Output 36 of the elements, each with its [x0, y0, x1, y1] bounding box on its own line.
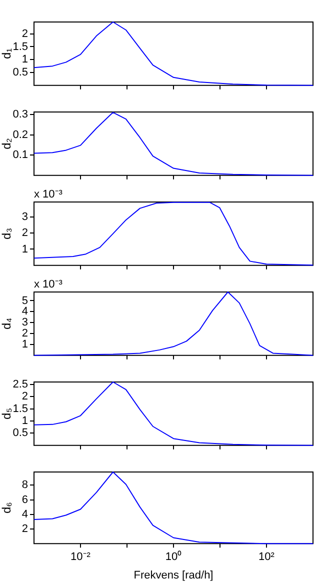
y-tick-label: 0.5 — [12, 427, 28, 440]
y-tick-label: 2 — [22, 28, 28, 40]
y-axis-title: d₅ — [0, 408, 14, 420]
y-tick-label: 3 — [22, 210, 28, 223]
y-tick-label: 1.5 — [12, 40, 28, 53]
y-tick-label: 2 — [22, 523, 28, 536]
x-tick-label: 10² — [258, 551, 275, 564]
text: x 10⁻³ — [34, 278, 63, 291]
y-axis-title: d₆ — [0, 502, 14, 514]
y-tick-label: 4 — [22, 508, 28, 520]
y-tick-label: 0.3 — [12, 108, 28, 120]
y-tick-label: 8 — [22, 479, 28, 492]
x-tick-label: 10⁰ — [165, 550, 182, 564]
y-tick-label: 0.5 — [12, 66, 28, 79]
y-tick-label: 1 — [22, 415, 28, 428]
y-axis-title: d₂ — [0, 138, 14, 150]
y-tick-label: 1 — [22, 54, 28, 66]
y-tick-label: 0.1 — [12, 149, 28, 162]
y-tick-label: 2 — [22, 227, 28, 240]
y-tick-label: 4 — [22, 306, 28, 318]
x-tick-label: 10⁻² — [70, 551, 91, 564]
y-axis-title: d₃ — [0, 228, 14, 240]
y-axis-title: d₄ — [0, 318, 14, 330]
y-tick-label: 2 — [22, 328, 28, 340]
y-tick-label: 0.2 — [12, 128, 28, 141]
y-tick-label: 3 — [22, 316, 28, 329]
text: x 10⁻³ — [34, 188, 63, 201]
y-tick-label: 1 — [22, 243, 28, 256]
y-tick-label: 5 — [22, 294, 28, 307]
x-axis-title: Frekvens [rad/h] — [134, 569, 214, 582]
y-tick-label: 2.5 — [12, 378, 28, 390]
y-tick-label: 6 — [22, 494, 28, 506]
y-tick-label: 2 — [22, 390, 28, 403]
y-axis-title: d₁ — [0, 48, 14, 60]
y-tick-label: 1.5 — [12, 402, 28, 415]
y-tick-label: 1 — [22, 338, 28, 350]
